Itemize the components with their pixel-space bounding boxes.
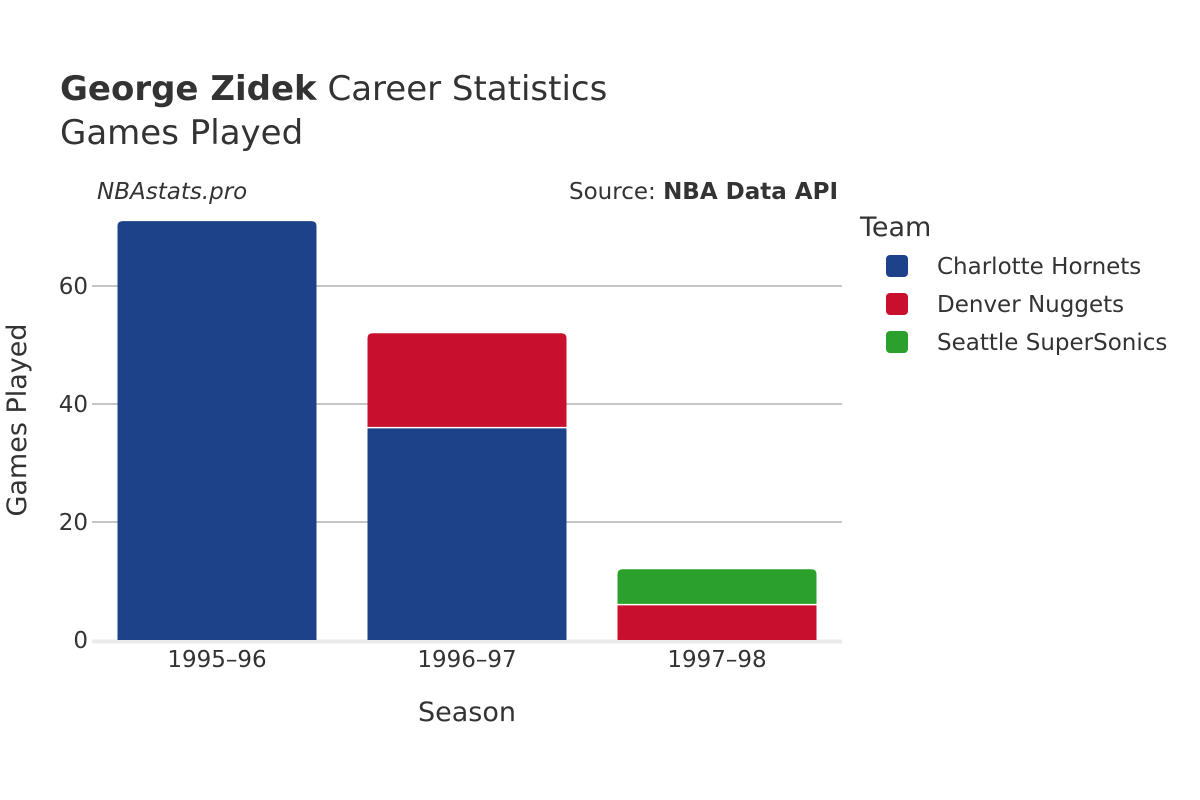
legend-swatch [886, 255, 908, 277]
legend-swatch [886, 293, 908, 315]
source-name: NBA Data API [663, 179, 838, 205]
x-tick-label: 1995–96 [167, 647, 266, 673]
chart-subtitle: Games Played [60, 113, 303, 153]
bar-seattle-supersonics [617, 569, 817, 605]
legend: Charlotte Hornets Denver Nuggets Seattle S… [886, 254, 1167, 356]
chart-title: George Zidek Career Statistics [60, 69, 607, 109]
y-tick-label: 40 [59, 392, 88, 418]
bar-charlotte-hornets [367, 427, 567, 640]
x-axis-title: Season [418, 697, 516, 728]
x-tick-label: 1996–97 [417, 647, 516, 673]
legend-title: Team [859, 212, 931, 243]
y-tick-label: 0 [73, 628, 88, 654]
x-tick-labels: 1995–96 1996–97 1997–98 [167, 647, 766, 673]
y-tick-label: 60 [59, 274, 88, 300]
bar-charlotte-hornets [117, 221, 317, 640]
x-tick-label: 1997–98 [667, 647, 766, 673]
source-label: Source: NBA Data API [569, 179, 838, 205]
bars [117, 221, 817, 640]
bar-denver-nuggets [367, 333, 567, 428]
legend-label: Charlotte Hornets [937, 254, 1141, 280]
y-tick-label: 20 [59, 510, 88, 536]
y-axis-title: Games Played [2, 323, 33, 516]
title-rest: Career Statistics [327, 69, 607, 109]
y-tick-labels: 0 20 40 60 [59, 274, 88, 654]
legend-swatch [886, 331, 908, 353]
legend-label: Seattle SuperSonics [937, 330, 1167, 356]
source-prefix: Source: [569, 179, 656, 205]
player-name: George Zidek [60, 69, 318, 109]
legend-label: Denver Nuggets [937, 292, 1124, 318]
bar-denver-nuggets [617, 604, 817, 640]
site-credit: NBAstats.pro [97, 179, 247, 205]
